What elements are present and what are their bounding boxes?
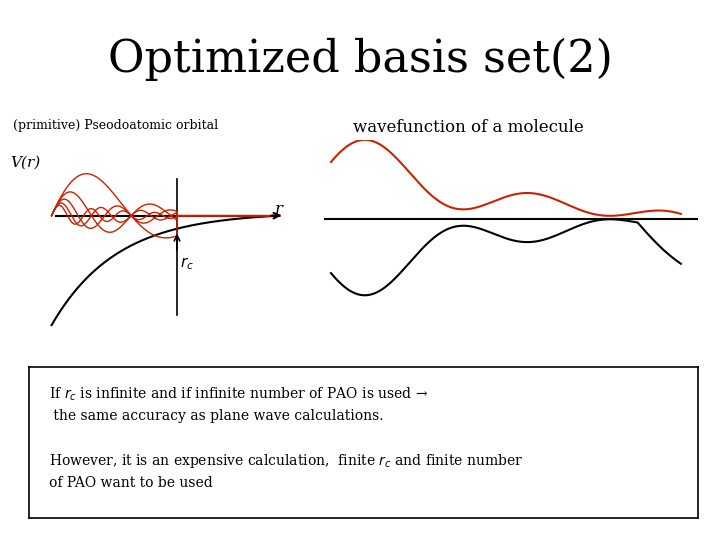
Text: wavefunction of a molecule: wavefunction of a molecule [353,119,583,136]
Text: r: r [275,201,283,218]
Text: If $r_c$ is infinite and if infinite number of PAO is used →
 the same accuracy : If $r_c$ is infinite and if infinite num… [49,386,523,490]
Text: Optimized basis set(2): Optimized basis set(2) [107,38,613,81]
Text: V(r): V(r) [10,156,40,170]
Text: $r_c$: $r_c$ [181,255,194,272]
Text: (primitive) Pseodoatomic orbital: (primitive) Pseodoatomic orbital [13,119,217,132]
